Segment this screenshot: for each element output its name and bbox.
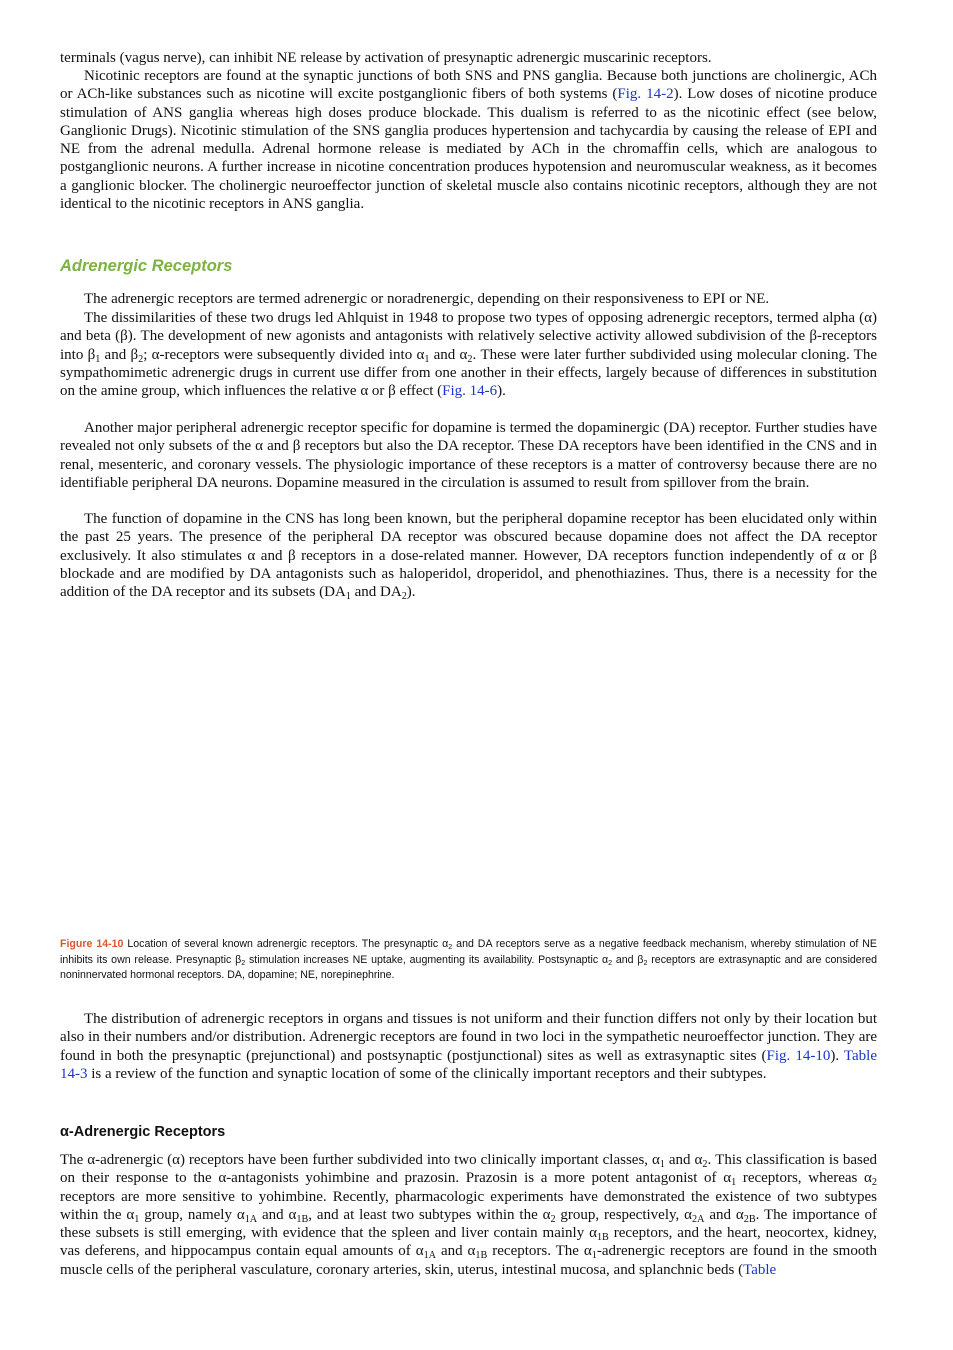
- sub-run: 2: [241, 957, 246, 967]
- sub-run: 1B: [596, 1232, 609, 1244]
- text-run: . These were later further subdivided us…: [60, 346, 877, 400]
- text-run: receptors, whereas α: [736, 1170, 872, 1187]
- text-run: α-Adrenergic Receptors: [60, 1124, 226, 1140]
- text-run: ; α-receptors were subsequently divided …: [143, 346, 425, 363]
- text-run: stimulation increases NE uptake, augment…: [245, 953, 609, 966]
- sub-run: 2: [643, 957, 648, 967]
- paragraph: The function of dopamine in the CNS has …: [60, 510, 877, 603]
- sub-run: 2: [608, 957, 613, 967]
- text-run: and α: [704, 1206, 744, 1223]
- text-run: group, namely α: [139, 1206, 245, 1223]
- sub-run: 2: [401, 591, 407, 603]
- caption: Figure 14-10 Location of several known a…: [60, 937, 877, 984]
- text-run: and β: [100, 346, 139, 363]
- text-run: The function of dopamine in the CNS has …: [60, 511, 877, 601]
- paragraph: terminals (vagus nerve), can inhibit NE …: [60, 49, 877, 67]
- text-run: ).: [497, 383, 506, 400]
- sub-run: 2: [467, 353, 473, 365]
- text-run: terminals (vagus nerve), can inhibit NE …: [60, 50, 712, 66]
- text-run: and DA receptors serve as a negative fee…: [60, 938, 877, 966]
- text-run: , and at least two subtypes within the α: [308, 1206, 551, 1223]
- sub-run: 1: [659, 1159, 665, 1171]
- text-run: ). Low doses of nicotine produce stimula…: [60, 86, 877, 213]
- sub-run: 1: [424, 353, 430, 365]
- paragraph: The adrenergic receptors are termed adre…: [60, 290, 877, 308]
- text-run: receptors are more sensitive to yohimbin…: [60, 1188, 877, 1223]
- text-run: group, respectively, α: [555, 1206, 693, 1223]
- text-run: ).: [406, 584, 416, 601]
- text-run: The adrenergic receptors are termed adre…: [84, 291, 770, 307]
- text-run: The dissimilarities of these two drugs l…: [60, 310, 877, 363]
- link-run[interactable]: Table: [743, 1261, 777, 1278]
- sub-run: 2A: [692, 1213, 705, 1225]
- sub-run: 2: [550, 1213, 556, 1225]
- text-run: and β: [612, 953, 644, 966]
- sub-run: 1: [731, 1177, 737, 1189]
- text-run: The distribution of adrenergic receptors…: [60, 1011, 877, 1064]
- sub-run: 1: [95, 353, 101, 365]
- link-run[interactable]: Table 14-3: [60, 1047, 877, 1082]
- sub-run: 2: [702, 1159, 708, 1171]
- paragraph: Another major peripheral adrenergic rece…: [60, 419, 877, 492]
- text-run: receptors. The α: [487, 1243, 592, 1260]
- sub-run: 1B: [296, 1213, 309, 1225]
- text-run: -adrenergic receptors are found in the s…: [60, 1243, 877, 1278]
- link-run[interactable]: Fig. 14-2: [617, 86, 674, 103]
- link-run[interactable]: Fig. 14-6: [442, 383, 498, 400]
- sub-run: 2: [448, 942, 453, 952]
- text-run: Another major peripheral adrenergic rece…: [60, 420, 877, 491]
- text-run: and α: [436, 1243, 476, 1260]
- text-run: Adrenergic Receptors: [60, 257, 233, 275]
- text-run: and α: [257, 1206, 297, 1223]
- sub-run: 1B: [475, 1250, 488, 1262]
- sub-run: 1A: [423, 1250, 437, 1262]
- paragraph: Nicotinic receptors are found at the syn…: [60, 67, 877, 213]
- sub-run: 1A: [244, 1213, 258, 1225]
- heading-green: Adrenergic Receptors: [60, 257, 877, 276]
- sub-run: 1: [591, 1250, 597, 1262]
- paragraph: The dissimilarities of these two drugs l…: [60, 309, 877, 400]
- text-run: receptors are extrasynaptic and are cons…: [60, 953, 878, 982]
- sub-run: 1: [345, 591, 351, 603]
- text-run: and α: [664, 1152, 703, 1168]
- text-run: is a review of the function and synaptic…: [87, 1065, 767, 1082]
- text-run: and DA: [350, 584, 402, 601]
- text-run: The α-adrenergic (α) receptors have been…: [60, 1152, 660, 1168]
- text-run: . This classification is based on their …: [60, 1152, 877, 1187]
- paragraph: The distribution of adrenergic receptors…: [60, 1010, 877, 1083]
- sub-run: 2: [871, 1177, 877, 1189]
- paragraph: The α-adrenergic (α) receptors have been…: [60, 1151, 877, 1279]
- text-run: Nicotinic receptors are found at the syn…: [60, 68, 877, 103]
- text-run: ).: [830, 1047, 844, 1064]
- sub-run: 2B: [743, 1213, 756, 1225]
- text-run: receptors, and the heart, neocortex, kid…: [60, 1225, 878, 1260]
- sub-run: 1: [134, 1213, 140, 1225]
- link-run[interactable]: Fig. 14-10: [766, 1047, 831, 1064]
- text-run: Location of several known adrenergic rec…: [123, 938, 449, 950]
- text-run: . The importance of these subsets is sti…: [60, 1206, 877, 1242]
- heading-black: α-Adrenergic Receptors: [60, 1124, 877, 1140]
- text-run: and α: [429, 346, 468, 363]
- sub-run: 2: [138, 353, 144, 365]
- label-run: Figure 14-10: [60, 938, 124, 950]
